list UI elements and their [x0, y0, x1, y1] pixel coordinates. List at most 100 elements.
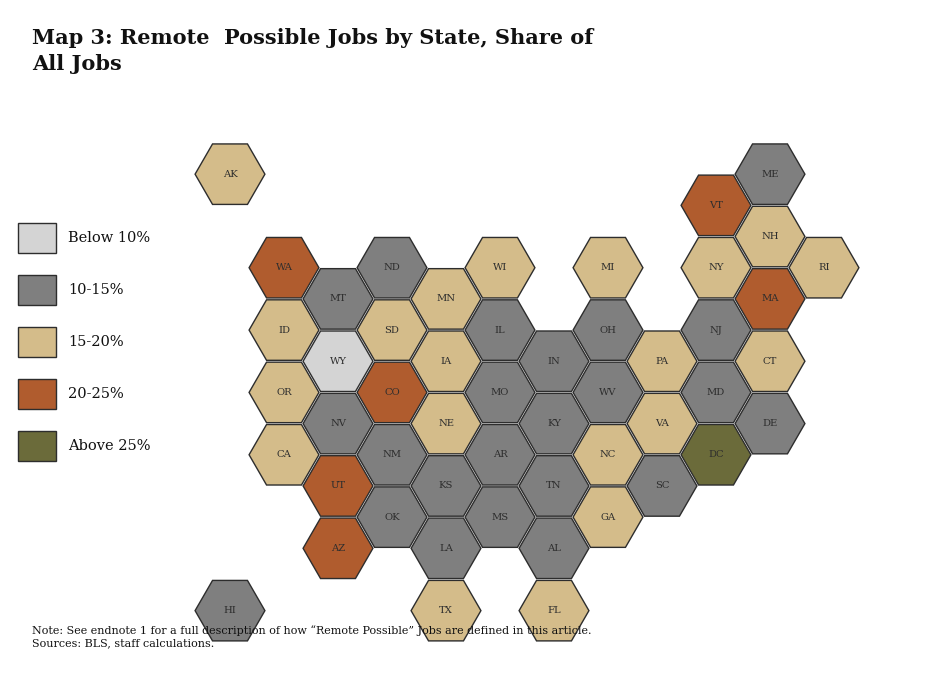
Text: WV: WV	[599, 388, 617, 397]
Text: ME: ME	[761, 170, 779, 179]
Text: CA: CA	[277, 450, 291, 459]
Polygon shape	[519, 581, 589, 641]
Polygon shape	[411, 518, 481, 579]
Polygon shape	[303, 456, 373, 516]
Text: LA: LA	[439, 544, 453, 553]
Text: 20-25%: 20-25%	[68, 387, 124, 401]
Text: Below 10%: Below 10%	[68, 231, 150, 245]
Text: OR: OR	[277, 388, 291, 397]
Polygon shape	[195, 581, 265, 641]
Text: ND: ND	[384, 263, 401, 272]
Polygon shape	[735, 207, 805, 267]
Text: AR: AR	[493, 450, 508, 459]
Text: UT: UT	[330, 482, 346, 491]
Polygon shape	[357, 238, 427, 298]
Polygon shape	[411, 331, 481, 392]
Text: OK: OK	[384, 513, 400, 522]
Polygon shape	[735, 269, 805, 329]
Text: WI: WI	[493, 263, 507, 272]
Polygon shape	[465, 362, 535, 423]
Polygon shape	[681, 238, 751, 298]
Polygon shape	[574, 487, 643, 547]
Polygon shape	[519, 331, 589, 392]
Polygon shape	[303, 269, 373, 329]
Text: Map 3: Remote  Possible Jobs by State, Share of
All Jobs: Map 3: Remote Possible Jobs by State, Sh…	[32, 28, 593, 73]
Bar	[18, 275, 56, 305]
Text: NY: NY	[709, 263, 723, 272]
Text: AL: AL	[547, 544, 561, 553]
Polygon shape	[249, 238, 319, 298]
Bar	[18, 431, 56, 461]
Polygon shape	[574, 300, 643, 360]
Text: GA: GA	[600, 513, 616, 522]
Text: IA: IA	[440, 357, 451, 366]
Text: DC: DC	[709, 450, 723, 459]
Polygon shape	[195, 144, 265, 204]
Polygon shape	[465, 238, 535, 298]
Polygon shape	[574, 425, 643, 485]
Polygon shape	[465, 425, 535, 485]
Text: AK: AK	[223, 170, 238, 179]
Polygon shape	[519, 518, 589, 579]
Text: DE: DE	[762, 419, 778, 428]
Polygon shape	[357, 362, 427, 423]
Text: CO: CO	[384, 388, 400, 397]
Text: MO: MO	[491, 388, 509, 397]
Bar	[18, 223, 56, 253]
Polygon shape	[519, 394, 589, 454]
Polygon shape	[627, 456, 697, 516]
Polygon shape	[249, 300, 319, 360]
Polygon shape	[303, 518, 373, 579]
Text: PA: PA	[656, 357, 669, 366]
Text: OH: OH	[599, 326, 616, 335]
Polygon shape	[303, 331, 373, 392]
Polygon shape	[357, 425, 427, 485]
Text: SD: SD	[385, 326, 400, 335]
Text: NH: NH	[761, 232, 779, 241]
Text: Note: See endnote 1 for a full description of how “Remote Possible” Jobs are def: Note: See endnote 1 for a full descripti…	[32, 626, 591, 648]
Polygon shape	[357, 487, 427, 547]
Polygon shape	[789, 238, 859, 298]
Text: 10-15%: 10-15%	[68, 283, 124, 297]
Polygon shape	[465, 300, 535, 360]
Text: RI: RI	[819, 263, 830, 272]
Polygon shape	[681, 425, 751, 485]
Text: KS: KS	[438, 482, 453, 491]
Polygon shape	[574, 238, 643, 298]
Polygon shape	[411, 456, 481, 516]
Polygon shape	[411, 394, 481, 454]
Text: Above 25%: Above 25%	[68, 439, 151, 453]
Polygon shape	[465, 487, 535, 547]
Text: WA: WA	[276, 263, 292, 272]
Bar	[18, 327, 56, 357]
Text: HI: HI	[224, 606, 237, 615]
Text: AZ: AZ	[331, 544, 345, 553]
Polygon shape	[574, 362, 643, 423]
Polygon shape	[357, 300, 427, 360]
Polygon shape	[681, 362, 751, 423]
Text: ID: ID	[278, 326, 290, 335]
Text: NE: NE	[438, 419, 454, 428]
Text: SC: SC	[655, 482, 670, 491]
Polygon shape	[249, 425, 319, 485]
Text: FL: FL	[548, 606, 561, 615]
Text: MA: MA	[761, 295, 779, 304]
Text: KY: KY	[547, 419, 561, 428]
Polygon shape	[627, 331, 697, 392]
Text: MD: MD	[707, 388, 725, 397]
Text: TX: TX	[439, 606, 453, 615]
Text: MT: MT	[329, 295, 347, 304]
Polygon shape	[303, 394, 373, 454]
Text: NV: NV	[330, 419, 346, 428]
Text: IN: IN	[548, 357, 561, 366]
Text: NC: NC	[599, 450, 616, 459]
Text: TN: TN	[547, 482, 561, 491]
Polygon shape	[735, 394, 805, 454]
Polygon shape	[681, 175, 751, 236]
Bar	[18, 379, 56, 409]
Polygon shape	[681, 300, 751, 360]
Text: NJ: NJ	[709, 326, 722, 335]
Text: CT: CT	[763, 357, 777, 366]
Text: WY: WY	[329, 357, 347, 366]
Polygon shape	[519, 456, 589, 516]
